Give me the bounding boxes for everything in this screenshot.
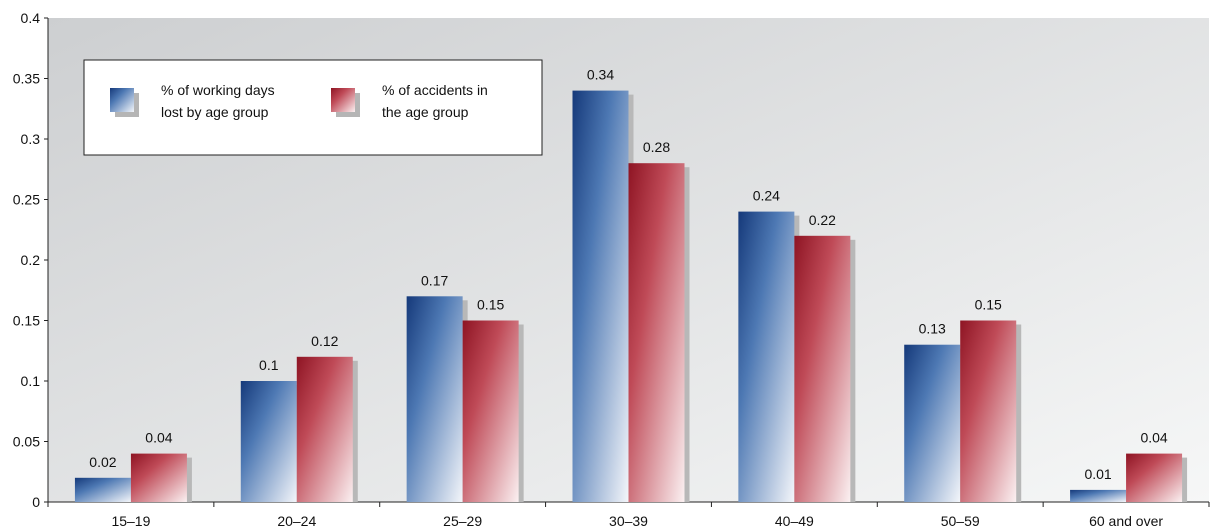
x-tick-label: 20–24 xyxy=(277,513,316,529)
legend-label-1-line1: % of working days xyxy=(161,82,275,98)
bar xyxy=(1070,489,1127,502)
x-tick-label: 60 and over xyxy=(1089,513,1163,529)
y-tick-label: 0.35 xyxy=(13,71,40,87)
y-axis-ticks: 0 0.05 0.1 0.15 0.2 0.25 0.3 0.35 0.4 xyxy=(13,10,48,510)
bar xyxy=(240,381,297,502)
legend-swatch-1 xyxy=(110,88,134,112)
legend-label-1-line2: lost by age group xyxy=(161,104,269,120)
bar xyxy=(960,320,1017,502)
x-tick-label: 30–39 xyxy=(609,513,648,529)
x-axis-ticks: 15–19 20–24 25–29 30–39 40–49 50–59 60 and ove… xyxy=(47,502,1210,529)
y-tick-label: 0.4 xyxy=(21,10,41,26)
data-label: 0.17 xyxy=(421,272,448,288)
y-tick-label: 0.3 xyxy=(21,131,41,147)
legend-label-2-line2: the age group xyxy=(382,104,469,120)
x-tick-label: 25–29 xyxy=(443,513,482,529)
y-tick-label: 0 xyxy=(32,494,40,510)
bar xyxy=(406,296,463,502)
bar xyxy=(738,211,795,502)
y-tick-label: 0.2 xyxy=(21,252,41,268)
data-label: 0.15 xyxy=(477,297,504,313)
data-label: 0.04 xyxy=(145,430,172,446)
x-tick-label: 50–59 xyxy=(941,513,980,529)
bar xyxy=(628,163,685,502)
bar xyxy=(462,320,519,502)
bars xyxy=(74,90,1188,503)
data-label: 0.15 xyxy=(975,297,1002,313)
data-label: 0.13 xyxy=(919,321,946,337)
y-tick-label: 0.05 xyxy=(13,434,40,450)
bar xyxy=(296,356,353,502)
data-label: 0.01 xyxy=(1084,466,1111,482)
bar xyxy=(1126,453,1183,502)
legend-label-2-line1: % of accidents in xyxy=(382,82,488,98)
data-label: 0.1 xyxy=(259,357,279,373)
bar xyxy=(904,344,961,502)
data-label: 0.24 xyxy=(753,188,780,204)
data-label: 0.02 xyxy=(89,454,116,470)
value-labels: 0.02 0.04 0.1 0.12 0.17 0.15 0.34 0.28 0.24 0.22 0… xyxy=(89,67,1168,482)
y-tick-label: 0.1 xyxy=(21,373,41,389)
bar xyxy=(130,453,187,502)
x-tick-label: 40–49 xyxy=(775,513,814,529)
y-tick-label: 0.15 xyxy=(13,313,40,329)
bar xyxy=(74,477,131,502)
data-label: 0.04 xyxy=(1140,430,1167,446)
data-label: 0.22 xyxy=(809,212,836,228)
legend-box xyxy=(83,59,543,156)
bar xyxy=(794,235,851,503)
x-tick-label: 15–19 xyxy=(111,513,150,529)
legend-swatch-2 xyxy=(331,88,355,112)
data-label: 0.28 xyxy=(643,139,670,155)
bar xyxy=(572,90,629,502)
data-label: 0.34 xyxy=(587,67,614,83)
data-label: 0.12 xyxy=(311,333,338,349)
legend: % of working days lost by age group % of… xyxy=(83,59,543,156)
y-tick-label: 0.25 xyxy=(13,192,40,208)
